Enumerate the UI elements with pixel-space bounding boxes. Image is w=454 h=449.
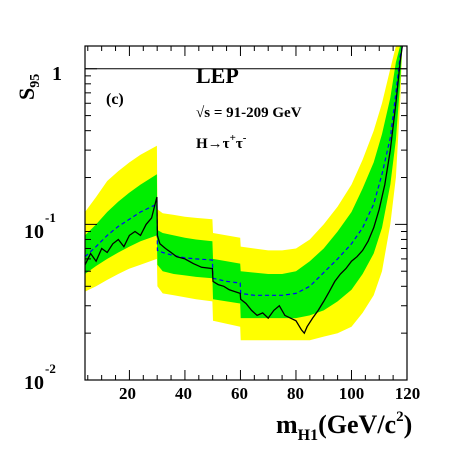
panel-label: (c) — [106, 91, 124, 108]
plot-border — [84, 45, 408, 381]
xtick-label-100: 100 — [339, 384, 365, 403]
channel-label-base: H→τ — [196, 136, 230, 152]
xtick-label-40: 40 — [175, 384, 192, 403]
xtick-label-80: 80 — [287, 384, 304, 403]
x-axis-label-sup: 2 — [396, 409, 404, 425]
y-axis-label-sub: 95 — [28, 74, 43, 88]
ytick-exponent-0.1: -1 — [45, 210, 56, 225]
channel-label: H→τ+τ- — [196, 132, 247, 152]
x-axis-label: mH1(GeV/c2) — [276, 409, 412, 444]
ytick-label-0.1: 10 — [24, 221, 44, 243]
experiment-label: LEP — [196, 63, 239, 88]
x-axis-label-rest: (GeV/c — [318, 410, 396, 439]
ytick-label-0.01: 10 — [24, 372, 44, 394]
y-axis-label-main: S — [14, 88, 39, 100]
svg-text:S95: S95 — [14, 74, 43, 100]
xtick-label-120: 120 — [395, 384, 421, 403]
tick-marks — [85, 46, 408, 381]
channel-label-plus: + — [230, 132, 236, 144]
x-axis-label-sub: H1 — [298, 427, 318, 444]
channel-label-minus: - — [243, 132, 247, 144]
plot-content — [85, 46, 407, 341]
energy-label: √s = 91-209 GeV — [196, 105, 302, 121]
x-axis-label-close: ) — [404, 410, 413, 439]
xtick-label-20: 20 — [119, 384, 136, 403]
xtick-label-60: 60 — [231, 384, 248, 403]
channel-label-tau: τ — [236, 136, 243, 152]
ytick-exponent-0.01: -2 — [45, 361, 56, 376]
ytick-label-1: 1 — [52, 63, 62, 85]
expected-line — [85, 46, 403, 296]
band-1-sigma — [85, 46, 403, 319]
observed-line — [85, 46, 403, 335]
plot-area — [85, 46, 407, 341]
plot-frame — [84, 45, 408, 381]
x-axis-label-main: m — [276, 410, 298, 439]
y-axis-label: S95 — [14, 74, 43, 100]
